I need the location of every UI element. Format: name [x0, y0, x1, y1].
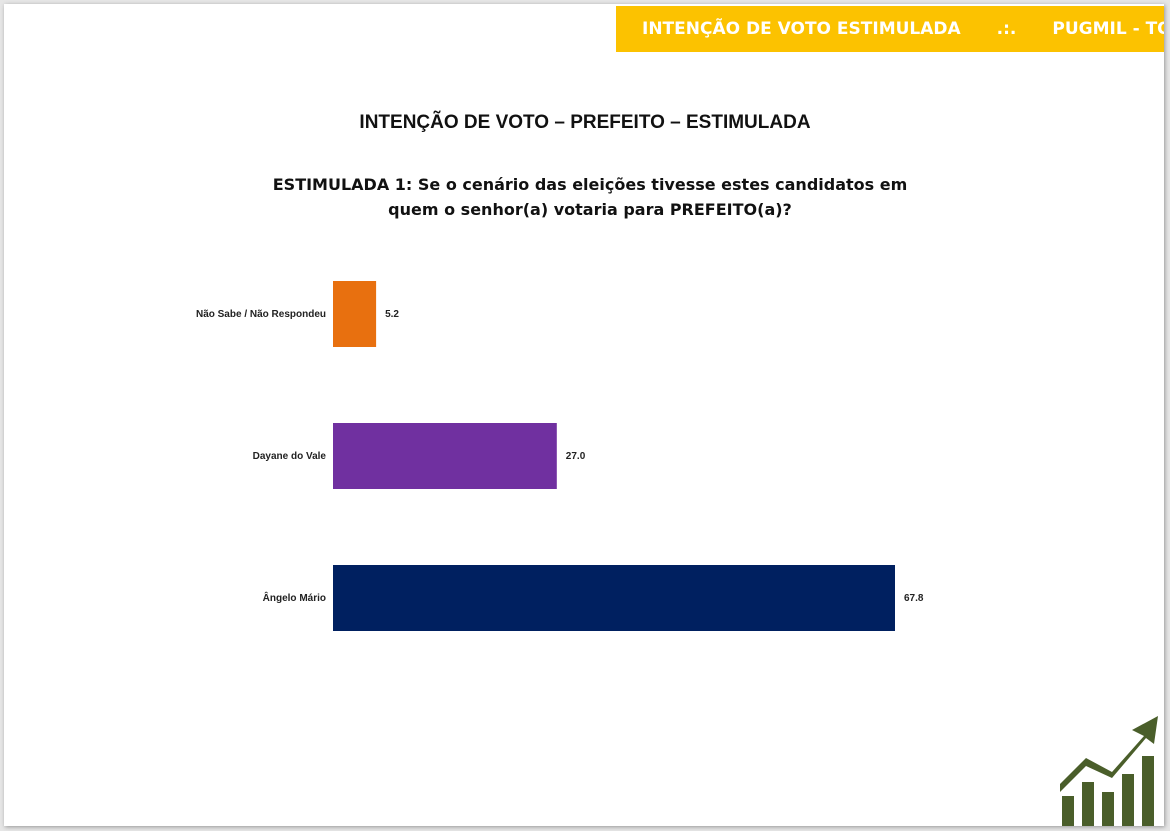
- bar-0: [333, 281, 377, 347]
- bar-2: [333, 565, 895, 631]
- header-location: PUGMIL - TO: [1052, 19, 1164, 39]
- question-line-1: ESTIMULADA 1: Se o cenário das eleições …: [272, 175, 908, 194]
- slide: INTENÇÃO DE VOTO ESTIMULADA .:. PUGMIL -…: [4, 4, 1164, 826]
- value-label-1: 27.0: [566, 451, 586, 462]
- value-label-2: 67.8: [904, 593, 924, 604]
- category-label-0: Não Sabe / Não Respondeu: [196, 309, 326, 320]
- page-title: INTENÇÃO DE VOTO – PREFEITO – ESTIMULADA: [359, 112, 811, 133]
- category-label-1: Dayane do Vale: [253, 451, 327, 462]
- question-text: ESTIMULADA 1: Se o cenário das eleições …: [0, 172, 1170, 222]
- growth-chart-logo-icon: [1060, 716, 1158, 826]
- question-line-2: quem o senhor(a) votaria para PREFEITO(a…: [388, 200, 792, 219]
- value-label-0: 5.2: [385, 309, 399, 320]
- header-separator: .:.: [996, 19, 1017, 39]
- category-label-2: Ângelo Mário: [263, 591, 326, 604]
- bar-1: [333, 423, 557, 489]
- header-title: INTENÇÃO DE VOTO ESTIMULADA: [642, 19, 961, 39]
- header-banner: INTENÇÃO DE VOTO ESTIMULADA .:. PUGMIL -…: [616, 6, 1164, 52]
